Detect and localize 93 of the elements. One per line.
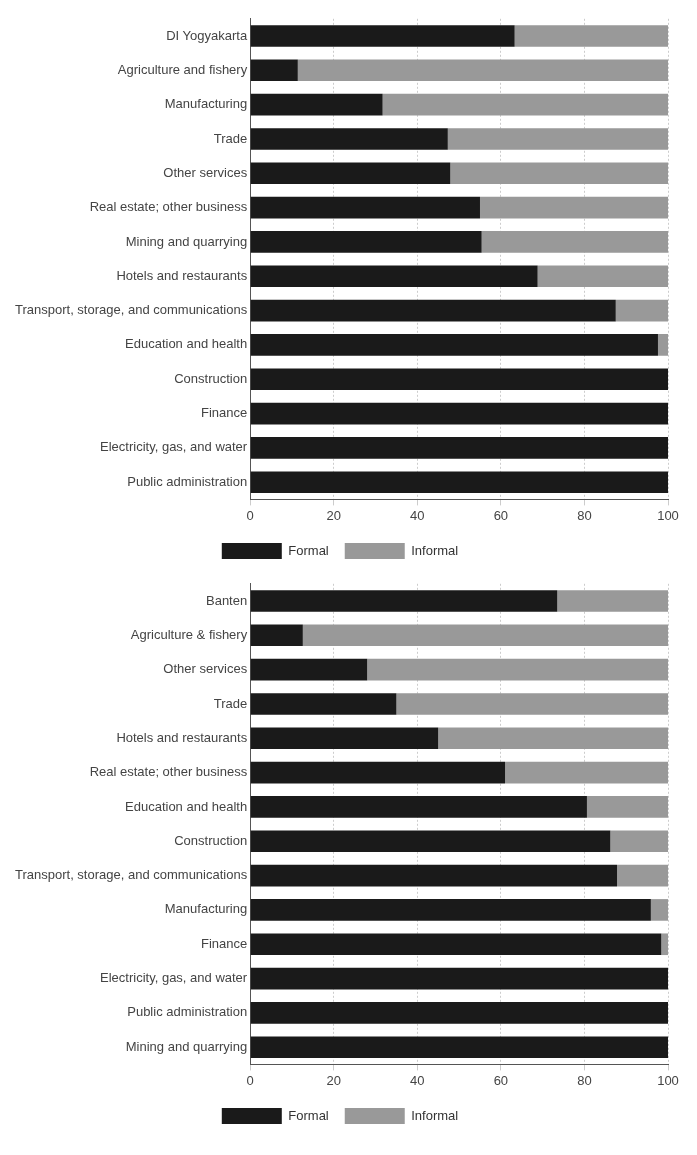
bar xyxy=(250,437,668,459)
y-tick-label: Education and health xyxy=(125,336,248,352)
x-tick-label: 40 xyxy=(410,1072,425,1088)
bar xyxy=(447,128,668,150)
bar xyxy=(250,727,439,750)
bar xyxy=(250,299,616,322)
bar xyxy=(250,196,480,219)
bar xyxy=(617,864,668,887)
bar xyxy=(250,590,558,612)
bar xyxy=(250,1002,668,1024)
bar xyxy=(450,162,668,185)
y-tick-label: Finance xyxy=(200,935,248,951)
y-tick-label: Transport, storage, and communications xyxy=(15,867,248,883)
bar xyxy=(250,796,587,818)
y-tick-label: Manufacturing xyxy=(164,901,248,917)
y-tick-label: Other services xyxy=(163,164,248,180)
bar xyxy=(250,368,668,391)
bar xyxy=(250,128,448,150)
bar xyxy=(297,59,668,82)
bar xyxy=(657,334,668,356)
x-tick-label: 20 xyxy=(326,1072,341,1088)
x-tick-label: 60 xyxy=(493,1072,509,1088)
x-tick-label: 0 xyxy=(246,1072,254,1088)
y-tick-label: Real estate; other business xyxy=(89,764,248,780)
y-tick-label: Public administration xyxy=(127,1004,248,1020)
y-tick-label: Electricity, gas, and water xyxy=(100,439,248,455)
bar xyxy=(250,967,668,990)
x-tick-label: 20 xyxy=(326,507,341,523)
y-tick-label: Construction xyxy=(174,832,248,848)
bar xyxy=(250,471,668,494)
x-tick-label: 100 xyxy=(657,507,679,523)
bar xyxy=(557,590,668,612)
bar xyxy=(250,93,383,116)
bar xyxy=(250,933,662,956)
y-tick-label: Education and health xyxy=(125,798,248,814)
legend-label: Formal xyxy=(288,1107,329,1123)
bar xyxy=(610,830,668,853)
x-tick-label: 0 xyxy=(246,507,254,523)
x-tick-label: 60 xyxy=(493,507,509,523)
y-tick-label: Other services xyxy=(163,661,248,677)
bar xyxy=(250,231,482,253)
bar xyxy=(250,658,368,681)
bar xyxy=(250,899,651,921)
y-tick-label: Finance xyxy=(200,405,248,421)
y-tick-label: Agriculture & fishery xyxy=(130,626,248,642)
bar xyxy=(650,899,668,921)
y-tick-label: Electricity, gas, and water xyxy=(100,970,248,986)
bar xyxy=(250,334,658,356)
bar xyxy=(367,658,668,681)
bar xyxy=(250,693,397,715)
y-tick-label: Construction xyxy=(174,370,248,386)
y-tick-label: Trade xyxy=(213,695,248,711)
bar xyxy=(250,864,618,887)
bar xyxy=(505,761,668,784)
x-tick-label: 80 xyxy=(577,507,592,523)
x-tick-label: 80 xyxy=(577,1072,592,1088)
bar xyxy=(586,796,668,818)
y-tick-label: Mining and quarrying xyxy=(125,1038,248,1054)
bar xyxy=(250,761,506,784)
y-tick-label: Mining and quarrying xyxy=(125,233,248,249)
bar xyxy=(481,231,668,253)
y-tick-label: Agriculture and fishery xyxy=(117,61,248,77)
bar xyxy=(615,299,668,322)
bar xyxy=(396,693,668,715)
bar xyxy=(661,933,668,956)
bar xyxy=(250,59,298,82)
legend-label: Formal xyxy=(288,542,329,558)
x-tick-label: 40 xyxy=(410,507,425,523)
y-tick-label: Transport, storage, and communications xyxy=(15,302,248,318)
bar xyxy=(537,265,668,288)
bar xyxy=(250,162,451,185)
bar xyxy=(250,402,668,425)
bar xyxy=(250,265,538,288)
bar xyxy=(250,830,611,853)
bar xyxy=(250,624,303,647)
y-tick-label: Real estate; other business xyxy=(89,199,248,215)
y-tick-label: Banten xyxy=(205,592,248,608)
bar xyxy=(250,25,515,47)
bar xyxy=(514,25,668,47)
bar xyxy=(382,93,668,116)
y-tick-label: Manufacturing xyxy=(164,96,248,112)
bar xyxy=(250,1036,668,1059)
y-tick-label: Hotels and restaurants xyxy=(116,267,248,283)
y-tick-label: Public administration xyxy=(127,473,248,489)
legend-label: Informal xyxy=(411,542,459,558)
bar xyxy=(479,196,668,219)
bar xyxy=(302,624,668,647)
bar xyxy=(438,727,668,750)
legend-label: Informal xyxy=(411,1107,459,1123)
y-tick-label: Hotels and restaurants xyxy=(116,729,248,745)
y-tick-label: DI Yogyakarta xyxy=(166,27,248,43)
y-tick-label: Trade xyxy=(213,130,248,146)
x-tick-label: 100 xyxy=(657,1072,679,1088)
